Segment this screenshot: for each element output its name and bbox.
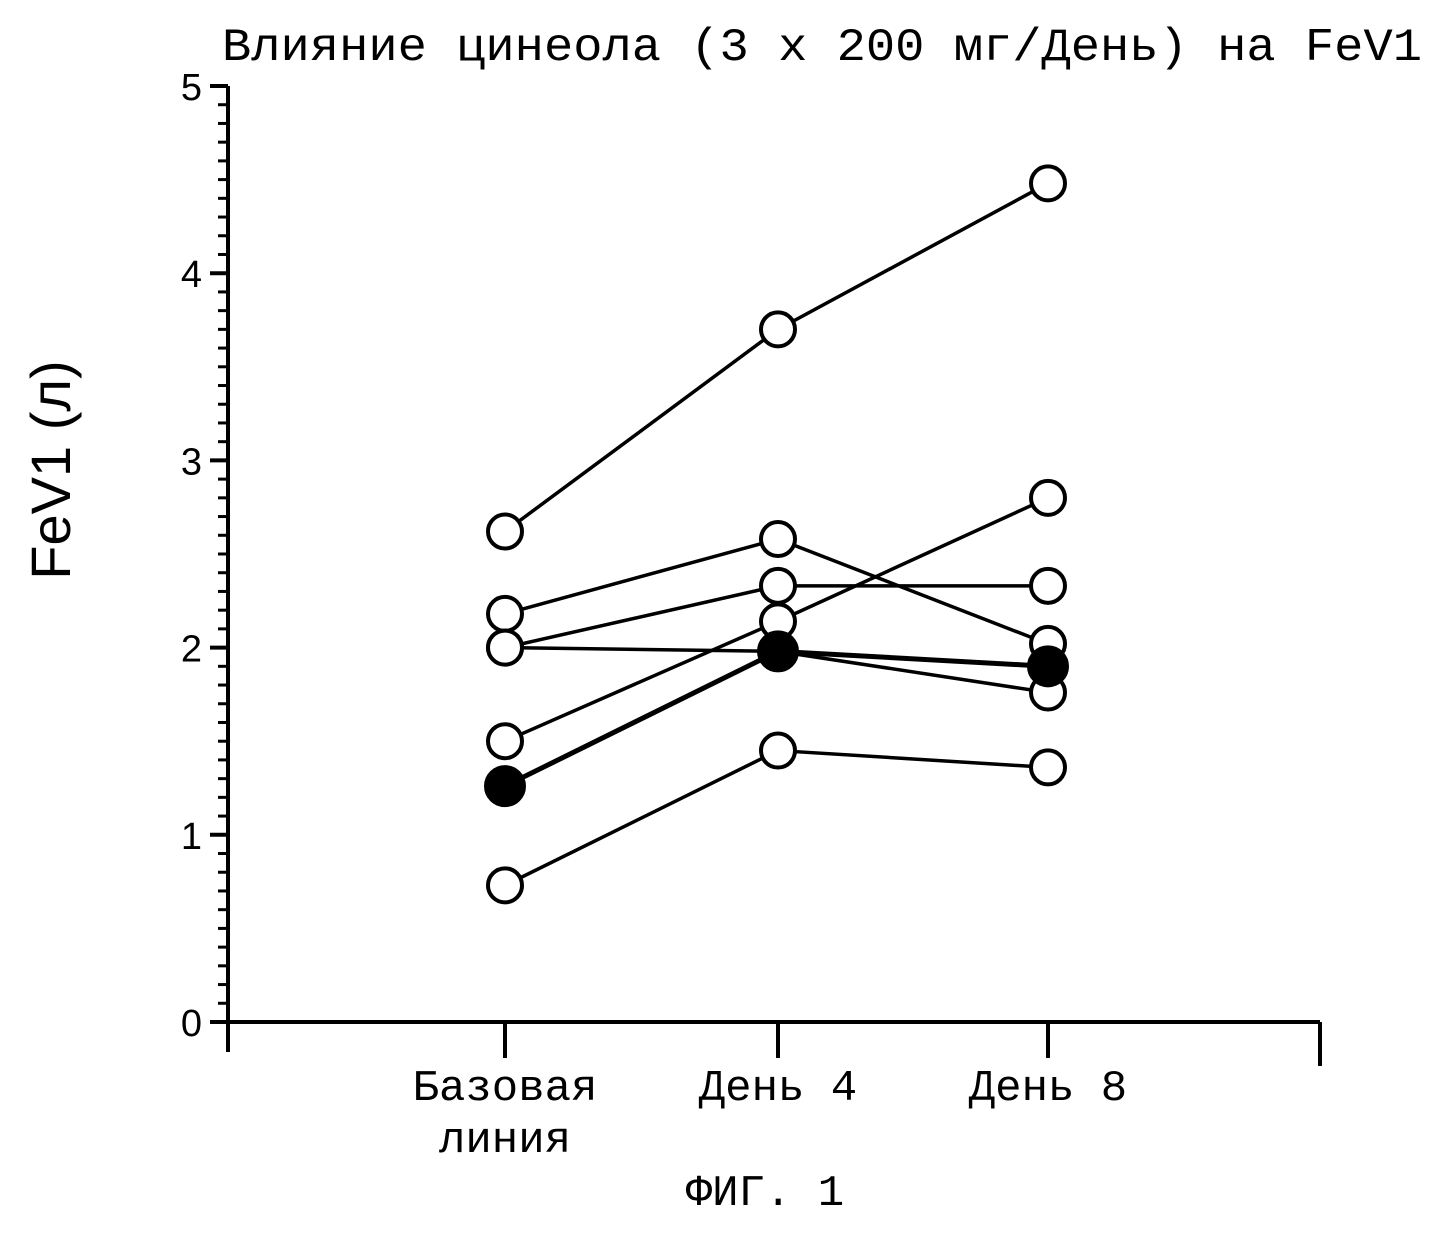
data-point-s6-3 bbox=[1027, 645, 1069, 688]
figure-caption: ФИГ. 1 bbox=[686, 1169, 844, 1219]
data-point-s7-2 bbox=[759, 731, 797, 770]
data-point-s3-2 bbox=[759, 566, 797, 605]
series-line-7 bbox=[504, 748, 1049, 887]
y-tick-label: 3 bbox=[181, 441, 202, 483]
y-axis-label: FeV1 (л) bbox=[19, 360, 82, 579]
y-tick-label: 5 bbox=[181, 67, 202, 109]
data-point-s3-3 bbox=[1029, 566, 1067, 605]
data-point-s4-1 bbox=[486, 628, 524, 667]
data-point-s2-1 bbox=[486, 594, 524, 633]
data-point-s1-3 bbox=[1029, 164, 1067, 203]
chart-title: Влияние цинеола (3 х 200 мг/День) на FeV… bbox=[222, 22, 1422, 74]
data-point-s2-2 bbox=[759, 520, 797, 559]
y-tick-label: 1 bbox=[181, 816, 202, 858]
y-tick-label: 2 bbox=[181, 629, 202, 671]
data-point-s1-2 bbox=[759, 310, 797, 349]
data-point-s5-1 bbox=[486, 722, 524, 761]
data-point-s1-1 bbox=[486, 512, 524, 551]
markers-layer bbox=[484, 164, 1069, 905]
data-point-s7-1 bbox=[486, 866, 524, 905]
x-tick-label: День 4 bbox=[699, 1064, 857, 1114]
data-point-s5-3 bbox=[1029, 478, 1067, 517]
x-tick-label: линия bbox=[439, 1116, 571, 1166]
data-point-s6-2 bbox=[757, 630, 799, 673]
y-tick-label: 0 bbox=[181, 1003, 202, 1045]
x-tick-label: Базовая bbox=[413, 1064, 598, 1114]
x-tick-label: День 8 bbox=[969, 1064, 1127, 1114]
series-line-1 bbox=[503, 181, 1049, 533]
data-point-s6-1 bbox=[484, 765, 526, 808]
data-point-s7-3 bbox=[1029, 748, 1067, 787]
y-tick-label: 4 bbox=[181, 254, 202, 296]
